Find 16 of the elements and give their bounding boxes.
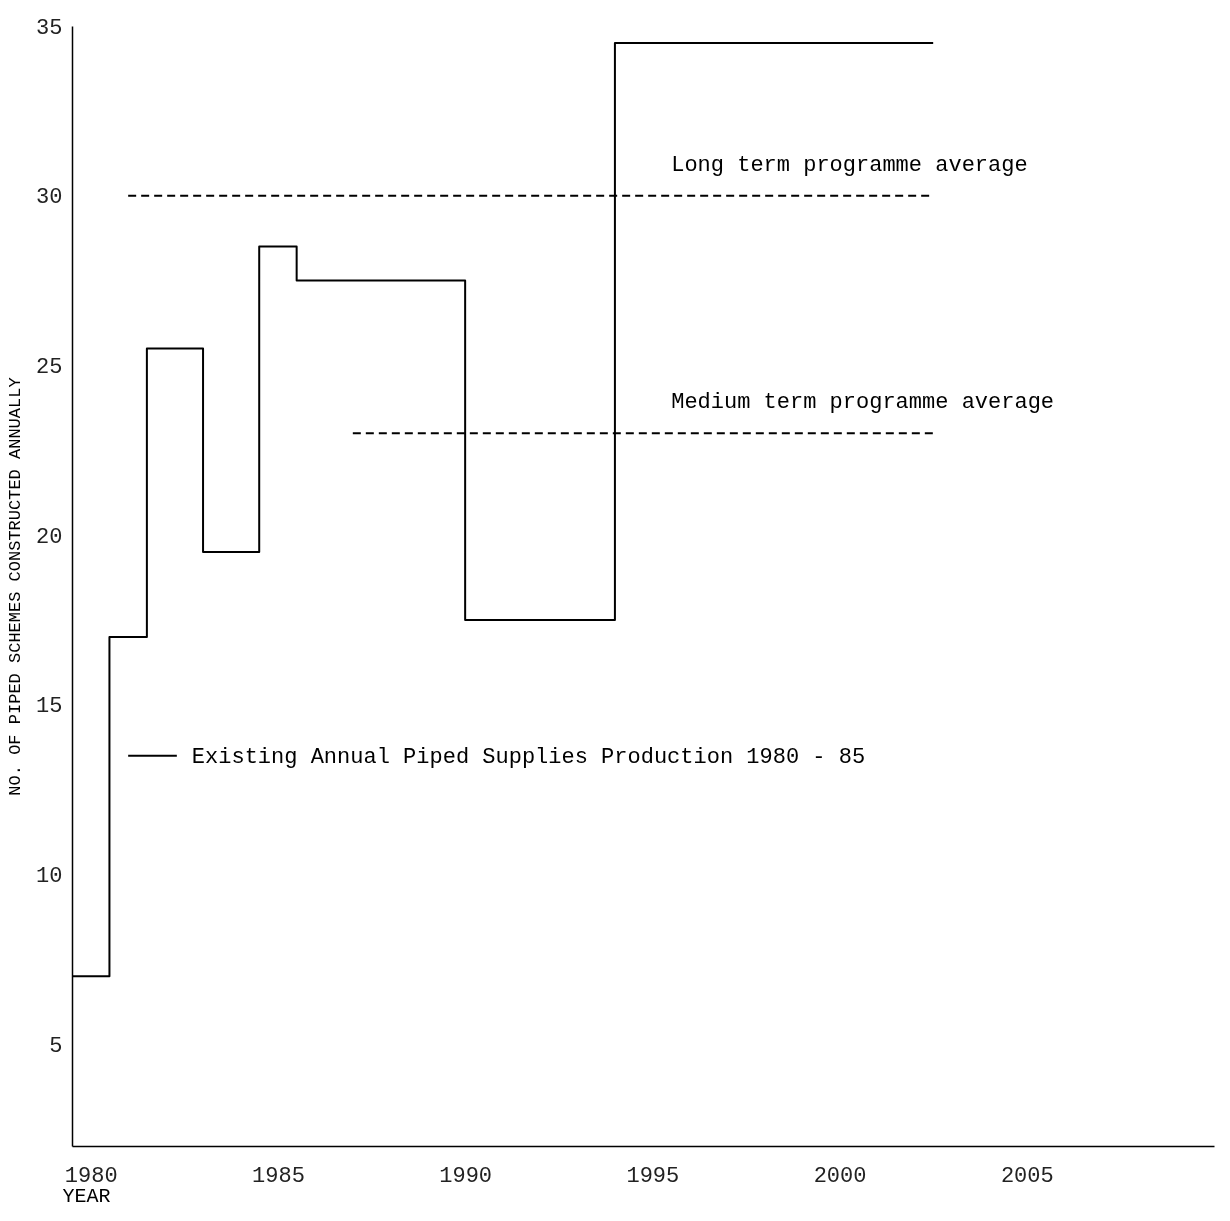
x-tick-label: 1985 [252, 1163, 305, 1189]
x-tick-label: 2000 [813, 1163, 867, 1189]
series-label: Existing Annual Piped Supplies Production 1980 - 85 [191, 744, 866, 770]
y-tick-label: 25 [36, 354, 63, 380]
y-tick-label: 10 [36, 863, 63, 889]
x-tick-label: 1990 [439, 1163, 493, 1189]
y-axis-title: NO. OF PIPED SCHEMES CONSTRUCTED ANNUALLY [6, 377, 26, 796]
x-tick-label: 1995 [626, 1163, 680, 1189]
x-tick-label: 2005 [1000, 1163, 1054, 1189]
y-tick-label: 20 [36, 524, 63, 550]
y-tick-label: 30 [36, 185, 63, 211]
series-label: Long term programme average [671, 152, 1028, 178]
y-tick-label: 15 [36, 694, 63, 720]
y-tick-label: 35 [36, 15, 63, 41]
series-label: Medium term programme average [671, 390, 1055, 416]
y-tick-label: 5 [49, 1033, 63, 1059]
